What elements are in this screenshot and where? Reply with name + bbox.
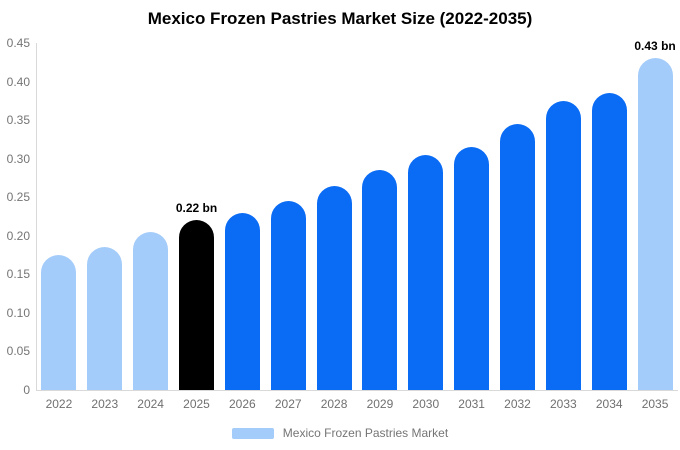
legend-label: Mexico Frozen Pastries Market [282, 426, 449, 440]
annotation-label-2025: 0.22 bn [175, 201, 218, 216]
x-axis-tick-label: 2035 [641, 397, 669, 411]
x-axis-tick-label: 2032 [504, 397, 531, 411]
y-axis-tick-label: 0.45 [6, 36, 30, 50]
bar-2024 [133, 231, 169, 390]
x-axis-tick-label: 2029 [366, 397, 394, 411]
annotation-label-2035: 0.43 bn [634, 39, 676, 54]
x-axis-tick-label: 2030 [412, 397, 440, 411]
legend-swatch [231, 427, 274, 439]
x-axis-tick-label: 2031 [458, 397, 485, 411]
x-axis-tick-label: 2022 [45, 397, 73, 411]
bar-2025 [179, 220, 214, 390]
x-axis-tick-label: 2033 [549, 397, 577, 411]
bar-2023 [87, 247, 123, 390]
x-axis-tick-label: 2026 [228, 397, 256, 411]
bar-2026 [224, 212, 260, 390]
bar-2034 [591, 93, 627, 390]
y-axis-tick-label: 0.20 [6, 228, 30, 243]
chart-title: Mexico Frozen Pastries Market Size (2022… [147, 9, 533, 28]
x-axis-tick-label: 2023 [91, 397, 119, 411]
y-axis-tick-label: 0.40 [6, 74, 30, 89]
legend: Mexico Frozen Pastries Market [0, 426, 680, 440]
x-axis-tick-label: 2025 [183, 397, 210, 411]
bar-2027 [270, 201, 306, 390]
bar-2032 [500, 123, 535, 390]
y-axis-tick-label: 0 [23, 383, 30, 397]
y-axis-tick-label: 0.25 [6, 190, 30, 205]
y-axis-tick-label: 0.05 [6, 344, 30, 359]
bar-2028 [316, 185, 352, 390]
x-axis-tick-label: 2027 [274, 397, 302, 411]
y-axis-tick-label: 0.15 [6, 267, 30, 282]
bar-2031 [454, 147, 490, 390]
y-axis-tick-label: 0.35 [6, 113, 30, 128]
bar-2029 [362, 170, 398, 390]
bar-2030 [408, 154, 444, 390]
bar-2033 [545, 100, 581, 390]
x-axis-tick-label: 2024 [137, 397, 164, 411]
x-axis-tick-label: 2028 [320, 397, 348, 411]
plot-area [36, 43, 678, 390]
x-axis-line [36, 390, 678, 391]
y-axis-line [36, 43, 37, 390]
y-axis-tick-label: 0.30 [6, 151, 30, 166]
y-axis-tick-label: 0.10 [6, 305, 30, 320]
x-axis-tick-label: 2034 [595, 397, 623, 411]
bar-2035 [637, 58, 673, 390]
bar-2022 [41, 255, 77, 390]
